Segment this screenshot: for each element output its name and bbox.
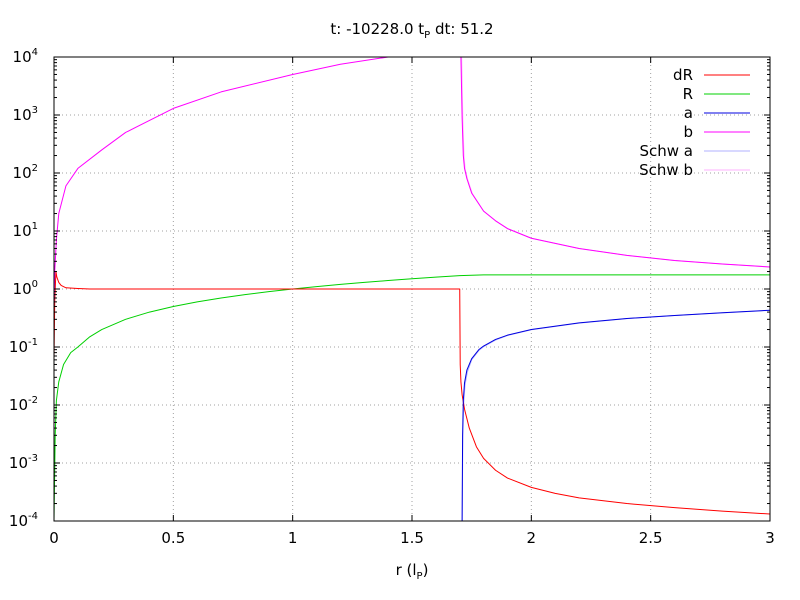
y-tick-label: 103: [13, 105, 38, 124]
x-tick-label: 1: [288, 529, 298, 547]
series-schw-a-line: [461, 309, 770, 521]
x-axis-label-prefix: r (l: [396, 561, 417, 579]
x-tick-label: 0.5: [161, 529, 185, 547]
legend-label: R: [683, 85, 693, 103]
x-axis-label-suffix: ): [423, 561, 429, 579]
chart-title-suffix: dt: 51.2: [430, 20, 493, 38]
series-layer: [54, 57, 770, 521]
y-tick-label: 10-2: [9, 395, 38, 414]
y-tick-label: 100: [13, 279, 38, 298]
y-tick-label: 101: [13, 221, 38, 240]
legend-label: Schw b: [639, 161, 693, 179]
y-tick-label: 102: [13, 163, 38, 182]
x-axis-label-sub: P: [417, 571, 423, 582]
x-tick-label: 0: [49, 529, 59, 547]
legend-label: a: [684, 104, 693, 122]
chart-title: t: -10228.0 tP dt: 51.2: [330, 20, 493, 41]
chart-title-prefix: t: -10228.0 t: [330, 20, 424, 38]
y-tick-label: 10-1: [9, 337, 38, 356]
legend-label: dR: [673, 66, 693, 84]
series-b-line: [54, 57, 389, 307]
x-tick-label: 1.5: [400, 529, 424, 547]
series-b-line: [460, 57, 770, 268]
series-schw-b-line: [461, 57, 770, 268]
chart-title-sub: P: [424, 30, 430, 41]
x-axis-label: r (lP): [396, 561, 429, 582]
ticks: 0 0.5 1 1.5 2 2.5 3 10-4 10-3 10-2 10-1 100 101 102 10…: [9, 47, 775, 547]
legend-label: Schw a: [639, 142, 693, 160]
x-tick-label: 2.5: [639, 529, 663, 547]
legend-label: b: [683, 123, 693, 141]
series-r-line: [54, 274, 770, 521]
x-tick-label: 3: [765, 529, 775, 547]
series-dr-line: [54, 271, 770, 515]
x-tick-label: 2: [527, 529, 537, 547]
y-tick-label: 104: [13, 47, 38, 66]
y-tick-label: 10-4: [9, 511, 38, 530]
y-tick-label: 10-3: [9, 453, 38, 472]
series-a-line: [461, 309, 770, 521]
